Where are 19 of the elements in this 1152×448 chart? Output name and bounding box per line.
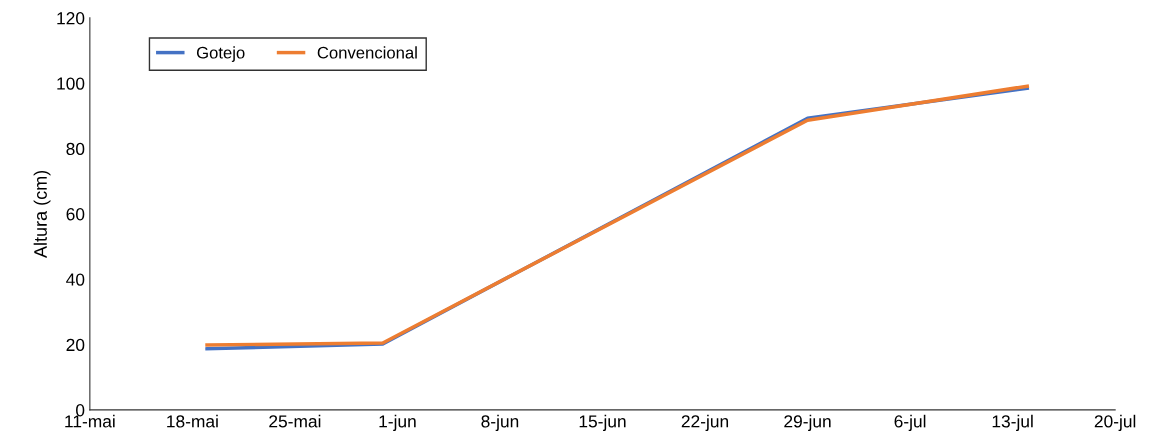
- y-tick-label: 20: [66, 338, 85, 352]
- x-tick-label: 13-jul: [992, 414, 1033, 431]
- y-tick-label: 120: [57, 12, 85, 25]
- x-tick-label: 22-jun: [681, 414, 729, 431]
- legend-label: Gotejo: [196, 46, 245, 62]
- y-tick-label: 40: [66, 273, 85, 286]
- x-tick-label: 1-jun: [379, 414, 416, 431]
- y-tick-label: 80: [66, 142, 85, 156]
- legend-label: Convencional: [317, 46, 417, 59]
- x-tick-label: 18-mai: [167, 414, 218, 428]
- x-tick-label: 15-jun: [579, 414, 626, 431]
- x-tick-label: 25-mai: [269, 414, 321, 428]
- x-tick-label: 8-jun: [481, 414, 519, 431]
- y-tick-label: 100: [57, 77, 85, 90]
- x-tick-label: 6-jul: [894, 414, 926, 431]
- y-axis-title: Altura (cm): [33, 170, 51, 259]
- x-tick-label: 29-jun: [784, 414, 831, 431]
- x-tick-label: 20-jul: [1094, 414, 1136, 431]
- y-tick-label: 60: [66, 208, 85, 221]
